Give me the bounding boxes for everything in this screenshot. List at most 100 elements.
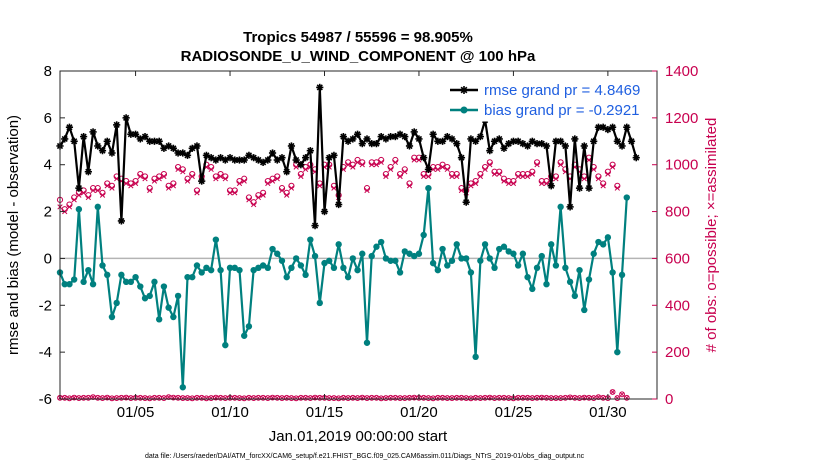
rmse-point bbox=[250, 154, 258, 162]
low-obs-possible-point bbox=[623, 394, 630, 401]
rmse-point bbox=[358, 140, 366, 148]
x-tick-label: 01/05 bbox=[117, 404, 155, 421]
y-tick-label: -6 bbox=[39, 391, 52, 408]
obs-assimilated-point bbox=[241, 178, 247, 184]
tick-layer: 01/05 01/10 01/15 01/20 01/25 01/30 -6 -4 -2 0 2 4 6… bbox=[39, 63, 699, 421]
rmse-point bbox=[108, 149, 116, 157]
bias-point bbox=[217, 266, 224, 274]
bias-point bbox=[193, 262, 201, 269]
bias-point bbox=[203, 264, 210, 271]
bias-point bbox=[368, 252, 375, 260]
obs-assimilated-point bbox=[284, 192, 290, 198]
rmse-point bbox=[410, 128, 418, 136]
rmse-point bbox=[316, 83, 324, 91]
bias-point bbox=[420, 231, 427, 239]
y-tick-label: -2 bbox=[39, 297, 52, 314]
bias-point bbox=[99, 262, 106, 269]
bias-point bbox=[212, 236, 220, 243]
y-tick-label: 2 bbox=[44, 204, 52, 221]
rmse-point bbox=[500, 144, 508, 152]
y-tick-label: 6 bbox=[44, 110, 52, 127]
bias-point bbox=[184, 273, 191, 281]
rmse-point bbox=[590, 137, 598, 145]
obs-assimilated-point bbox=[147, 187, 153, 194]
bias-point bbox=[335, 241, 342, 248]
bias-point bbox=[467, 269, 475, 276]
bias-point bbox=[548, 241, 555, 248]
x-tick-label: 01/30 bbox=[589, 404, 627, 421]
obs-assimilated-point bbox=[293, 164, 299, 170]
y2-tick-label: 400 bbox=[665, 297, 690, 314]
bias-point bbox=[590, 250, 597, 257]
rmse-point bbox=[457, 154, 466, 162]
rmse-point bbox=[103, 137, 111, 145]
low-obs-assimilated-point bbox=[109, 395, 115, 401]
y2-tick-label: 1400 bbox=[665, 63, 698, 80]
rmse-point bbox=[335, 200, 343, 209]
rmse-point bbox=[632, 154, 640, 162]
bias-point bbox=[259, 262, 267, 269]
bias-point bbox=[231, 264, 238, 271]
low-obs-assimilated-point bbox=[378, 395, 384, 401]
rmse-point bbox=[609, 123, 617, 131]
bias-point bbox=[137, 283, 144, 290]
x-axis-label: Jan.01,2019 00:00:00 start bbox=[269, 428, 448, 445]
bias-point bbox=[415, 250, 423, 257]
obs-assimilated-point bbox=[302, 166, 309, 173]
obs-assimilated-point bbox=[161, 173, 167, 180]
obs-assimilated-point bbox=[539, 180, 545, 187]
bias-point bbox=[382, 255, 390, 262]
x-tick-label: 01/25 bbox=[495, 404, 533, 421]
bias-point bbox=[491, 264, 498, 271]
y2-tick-label: 0 bbox=[665, 391, 673, 408]
obs-assimilated-point bbox=[439, 164, 446, 170]
bias-point bbox=[330, 264, 338, 271]
obs-assimilated-point bbox=[85, 194, 91, 201]
obs-assimilated-point bbox=[416, 157, 422, 163]
bias-point bbox=[377, 238, 385, 246]
rmse-point bbox=[80, 133, 88, 141]
bias-point bbox=[70, 276, 78, 283]
rmse-point bbox=[146, 137, 154, 145]
chart-subtitle: RADIOSONDE_U_WIND_COMPONENT @ 100 hPa bbox=[181, 48, 536, 65]
legend-rmse-marker bbox=[460, 86, 468, 94]
low-obs-assimilated-point bbox=[204, 395, 209, 401]
legend-rmse-label: rmse grand pr = 4.8469 bbox=[484, 82, 640, 99]
bias-point bbox=[486, 255, 494, 262]
bias-point bbox=[387, 257, 394, 264]
bias-point bbox=[250, 266, 257, 274]
obs-assimilated-point bbox=[581, 176, 587, 182]
bias-point bbox=[297, 262, 305, 269]
bias-point bbox=[543, 281, 550, 288]
bias-point bbox=[585, 276, 593, 283]
bias-point bbox=[146, 292, 153, 300]
bias-point bbox=[505, 248, 512, 255]
low-obs-assimilated-point bbox=[468, 395, 474, 401]
obs-assimilated-point bbox=[156, 176, 162, 182]
obs-assimilated-point bbox=[354, 159, 361, 166]
bias-point bbox=[226, 264, 234, 271]
rmse-point bbox=[240, 156, 248, 164]
bias-point bbox=[349, 255, 357, 262]
y2-tick-label: 1000 bbox=[665, 157, 698, 174]
obs-assimilated-point bbox=[496, 171, 502, 177]
obs-assimilated-point bbox=[165, 185, 172, 191]
bias-point bbox=[170, 313, 177, 321]
obs-assimilated-point bbox=[406, 183, 413, 189]
rmse-point bbox=[618, 142, 626, 150]
obs-assimilated-point bbox=[397, 173, 403, 180]
y2-tick-label: 800 bbox=[665, 204, 690, 221]
rmse-point bbox=[65, 123, 74, 131]
y-axis-label: rmse and bias (model - observation) bbox=[5, 115, 22, 355]
obs-assimilated-point bbox=[510, 180, 517, 187]
obs-assimilated-point bbox=[236, 180, 243, 187]
legend-bias-label: bias grand pr = -0.2921 bbox=[484, 102, 640, 119]
bias-point bbox=[288, 264, 295, 271]
rmse-point bbox=[627, 137, 636, 145]
obs-assimilated-point bbox=[246, 197, 252, 203]
obs-assimilated-point bbox=[350, 164, 356, 170]
bias-point bbox=[571, 292, 579, 300]
bias-point bbox=[496, 245, 503, 253]
bias-point bbox=[66, 281, 73, 288]
